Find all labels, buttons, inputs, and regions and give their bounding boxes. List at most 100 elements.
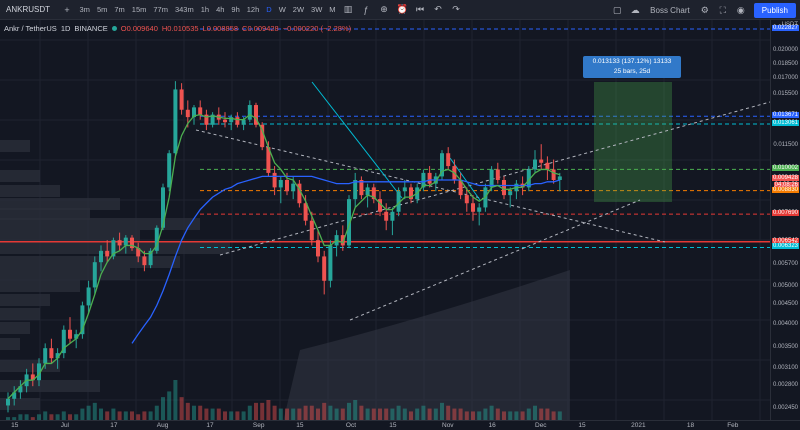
volume-bar <box>229 411 234 420</box>
candle-body <box>402 187 407 192</box>
price-axis[interactable]: USDT 0.0228270.0200000.0185000.0170000.0… <box>770 20 800 420</box>
screenshot-icon[interactable]: ◉ <box>736 4 745 15</box>
timeframe-m[interactable]: M <box>329 5 336 14</box>
settings-icon[interactable]: ⚙ <box>700 4 709 15</box>
timeframe-4h[interactable]: 4h <box>216 5 225 14</box>
add-symbol-icon[interactable]: + <box>64 4 70 15</box>
candle-body <box>371 187 376 200</box>
publish-button[interactable]: Publish <box>753 2 796 18</box>
candle-body <box>254 105 258 125</box>
candle-body <box>508 191 513 196</box>
timeframe-w[interactable]: W <box>278 5 286 14</box>
layout-icon[interactable]: ▢ <box>612 4 622 15</box>
time-axis[interactable]: 15 Jul 17 Aug 17 Sep 15 Oct 15 Nov 16 Dec 15 2021 18 Fe… <box>0 420 800 430</box>
legend-title: Ankr / TetherUS <box>4 24 57 33</box>
volume-profile-bar <box>0 256 180 268</box>
alert-icon[interactable]: ⏰ <box>396 4 408 14</box>
volume-bar <box>471 411 475 420</box>
legend-exchange: BINANCE <box>74 24 108 33</box>
timeframe-3m[interactable]: 3m <box>79 5 90 14</box>
candle-body <box>328 245 333 281</box>
volume-bar <box>123 411 128 420</box>
price-axis-label: 0.005000 <box>772 283 798 290</box>
timeframe-12h[interactable]: 12h <box>246 5 260 14</box>
timeframe-9h[interactable]: 9h <box>231 5 240 14</box>
volume-bar <box>216 408 221 420</box>
time-axis-label: Feb <box>727 422 739 429</box>
candle-body <box>278 179 283 188</box>
volume-profile-bar <box>0 140 30 152</box>
candle-body <box>80 305 85 335</box>
candle-body <box>235 117 240 125</box>
volume-bar <box>502 411 506 420</box>
candle-body <box>390 211 395 221</box>
status-dot-icon <box>111 26 117 31</box>
volume-bar <box>86 405 91 420</box>
volume-bar <box>433 408 438 420</box>
volume-bar <box>303 405 308 420</box>
timeframe-1h[interactable]: 1h <box>200 5 210 14</box>
candle-body <box>30 374 35 381</box>
volume-bar <box>198 405 203 420</box>
candle-body <box>297 183 302 204</box>
price-axis-label: 0.009428 <box>771 175 799 182</box>
volume-bar <box>74 414 79 420</box>
volume-bar <box>545 408 550 420</box>
replay-icon[interactable]: ⏮ <box>415 4 425 14</box>
indicators-icon[interactable]: ƒ <box>363 4 369 15</box>
timeframe-2w[interactable]: 2W <box>292 5 305 14</box>
candle-body <box>551 169 556 180</box>
candle-body <box>464 195 469 204</box>
volume-bar <box>458 408 463 420</box>
fullscreen-icon[interactable]: ⛶ <box>719 4 726 15</box>
undo-icon[interactable]: ↶ <box>434 4 442 14</box>
price-chart[interactable] <box>0 20 770 420</box>
time-axis-label: 17 <box>110 422 118 429</box>
time-axis-label: 15 <box>296 422 304 429</box>
volume-bar <box>316 408 320 420</box>
time-axis-label: 15 <box>389 422 397 429</box>
cloud-icon[interactable]: ☁ <box>630 4 640 15</box>
volume-profile-bar <box>0 198 120 210</box>
volume-bar <box>167 391 172 420</box>
candle-body <box>471 203 475 212</box>
volume-bar <box>192 405 196 420</box>
chart-type-icon[interactable]: ▥ <box>343 4 353 14</box>
symbol-search[interactable]: ANKRUSDT <box>6 5 51 14</box>
layout-name[interactable]: Boss Chart <box>650 5 690 15</box>
timeframe-77m[interactable]: 77m <box>153 5 168 14</box>
price-axis-label: 0.005700 <box>772 261 798 268</box>
volume-bar <box>61 411 66 420</box>
volume-bar <box>272 405 277 420</box>
volume-bar <box>43 411 48 420</box>
timeframe-d[interactable]: D <box>266 5 272 14</box>
timeframe-343m[interactable]: 343m <box>174 5 194 14</box>
volume-bar <box>347 402 351 420</box>
volume-bar <box>477 411 482 420</box>
redo-icon[interactable]: ↷ <box>452 4 460 14</box>
legend-low: L0.008858 <box>202 24 239 33</box>
timeframe-3w[interactable]: 3W <box>311 5 323 14</box>
time-axis-label: Oct <box>345 422 357 429</box>
volume-bar <box>148 411 153 420</box>
candle-body <box>359 179 364 196</box>
volume-bar <box>37 414 41 420</box>
trendline-lower <box>349 199 641 321</box>
volume-bar <box>340 408 345 420</box>
timeframe-7m[interactable]: 7m <box>114 5 125 14</box>
time-axis-label: Aug <box>156 422 169 429</box>
volume-profile-bar <box>0 280 80 292</box>
trendline-teal <box>311 81 403 199</box>
volume-bar <box>309 405 314 420</box>
volume-bar <box>49 414 54 420</box>
candle-body <box>266 147 271 173</box>
timeframe-15m[interactable]: 15m <box>131 5 147 14</box>
timeframe-5m[interactable]: 5m <box>96 5 108 14</box>
candle-body <box>55 353 60 359</box>
ema-line <box>7 113 560 400</box>
volume-profile-bar <box>0 294 50 306</box>
candle-body <box>384 211 389 221</box>
compare-icon[interactable]: ⊕ <box>380 4 388 14</box>
candle-body <box>6 398 10 406</box>
candle-body <box>502 179 506 196</box>
